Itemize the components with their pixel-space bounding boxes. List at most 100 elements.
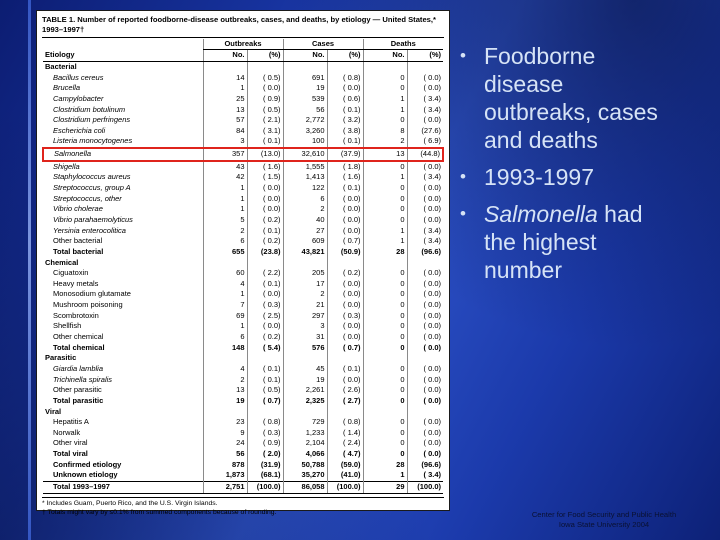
value-cell: ( 0.5) [246,72,283,84]
etiology-cell: Norwalk [53,427,81,437]
table-row: Ciguatoxin 60( 2.2) 205( 0.2) 0( 0.0) [43,268,443,279]
table-row: Other parasitic 13( 0.5) 2,261( 2.6) 0( 0.0… [43,385,443,396]
value-cell: ( 0.0) [406,300,443,311]
value-cell: 357 [202,147,247,162]
value-cell: 297 [282,310,327,322]
value-cell: ( 0.0) [326,204,363,215]
value-cell: 43 [202,160,247,173]
value-cell: ( 0.8) [326,417,363,428]
value-cell: 100 [282,136,327,149]
value-cell: ( 0.0) [406,83,443,94]
value-cell: 655 [202,246,247,258]
value-cell [246,406,283,418]
value-cell: 1,413 [282,172,327,184]
table-row: Campylobacter 25( 0.9) 539( 0.6) 1( 3.4) [43,93,443,105]
value-cell: 0 [362,183,407,194]
value-cell: ( 0.0) [246,321,283,333]
value-cell: ( 0.2) [246,236,283,247]
value-cell [326,406,363,418]
value-cell: ( 3.2) [326,115,363,126]
value-cell: 50,788 [282,459,327,471]
table-row: Other bacterial 6( 0.2) 609( 0.7) 1( 3.4) [43,236,443,247]
etiology-cell: Ciguatoxin [53,268,89,278]
value-cell: ( 2.5) [246,310,283,322]
value-cell: 8 [362,125,407,137]
value-cell: 576 [282,342,327,354]
value-cell: ( 0.0) [246,193,283,205]
value-cell: 3,260 [282,125,327,137]
value-cell: (59.0) [326,459,363,471]
column-group-header: Cases [282,38,363,51]
etiology-cell: Staphylococcus aureus [53,172,131,182]
value-cell: ( 0.0) [326,214,363,226]
left-accent-line [28,0,31,540]
value-cell: ( 0.0) [246,183,283,194]
bullet-item: • Foodborne disease outbreaks, cases and… [460,42,696,154]
value-cell: ( 0.0) [326,374,363,386]
etiology-cell: Total 1993–1997 [43,480,203,494]
value-cell: ( 5.4) [246,342,283,354]
value-cell: ( 1.4) [326,427,363,439]
value-cell: 1 [202,183,247,194]
value-cell: ( 0.0) [406,363,443,375]
table-row: Monosodium glutamate 1( 0.0) 2( 0.0) 0( 0.0… [43,289,443,301]
value-cell: 0 [362,310,407,322]
value-cell: ( 0.0) [326,193,363,205]
value-cell: 1 [202,321,247,333]
etiology-cell: Hepatitis A [53,417,89,427]
value-cell: ( 0.3) [246,300,283,311]
table-row: Brucella 1( 0.0) 19( 0.0) 0( 0.0) [43,83,443,94]
value-cell: ( 2.2) [246,268,283,279]
value-cell: 2 [282,204,327,215]
etiology-cell: Campylobacter [53,93,104,103]
value-cell: (44.8) [406,147,444,162]
credit-line-1: Center for Food Security and Public Heal… [531,509,677,519]
table-panel: TABLE 1. Number of reported foodborne-di… [36,10,450,516]
column-header: Etiology [43,49,203,62]
value-cell: 729 [282,417,327,428]
etiology-cell: Other bacterial [53,236,103,246]
value-cell: 2,772 [282,115,327,126]
value-cell: 69 [202,310,247,322]
value-cell [282,61,327,73]
etiology-table: Outbreaks Cases Deaths Etiology No. (%) No. (%)… [42,38,444,494]
value-cell: ( 0.1) [246,225,283,237]
bullet-icon: • [460,204,466,224]
table-row: Bacterial [43,61,443,73]
footnote: † Totals might vary by ≤0.1% from summed… [42,508,277,516]
value-cell: ( 0.0) [406,385,443,396]
value-cell [202,406,247,418]
value-cell: 0 [362,83,407,94]
value-cell: (27.6) [406,125,443,137]
value-cell [282,257,327,269]
bullet-text: Foodborne disease outbreaks, cases and d… [484,43,658,154]
table-row: Trichinella spiralis 2( 0.1) 19( 0.0) 0( 0.… [43,374,443,386]
table-row: Confirmed etiology 878 (31.9) 50,788 (59.0) 2… [43,459,443,471]
value-cell: 148 [202,342,247,354]
value-cell [362,353,407,364]
table-row: Total 1993–1997 2,751 (100.0) 86,058 (100.0)… [43,480,443,494]
table-row: Clostridium perfringens 57( 2.1) 2,772( 3.… [43,115,443,126]
etiology-cell: Other viral [53,438,88,448]
value-cell: 13 [202,104,247,116]
value-cell: 2 [282,289,327,301]
bullet-text: Salmonella had the highest number [484,201,643,284]
table-row: Heavy metals 4( 0.1) 17( 0.0) 0( 0.0) [43,278,443,290]
value-cell: ( 0.0) [406,427,443,439]
value-cell: ( 0.7) [326,236,363,247]
value-cell [406,353,443,364]
value-cell: 0 [362,395,407,407]
value-cell: 1 [362,93,407,105]
table-row: Total chemical 148( 5.4) 576( 0.7) 0( 0.0) [43,342,443,354]
value-cell: ( 0.3) [326,310,363,322]
etiology-cell: Viral [45,406,62,416]
column-group-header: Outbreaks [202,38,283,51]
credit-line-2: Iowa State University 2004 [558,520,650,530]
value-cell: (13.0) [246,147,283,162]
value-cell: 0 [362,115,407,126]
value-cell: ( 0.9) [246,438,283,450]
value-cell [326,257,363,269]
value-cell: 0 [362,204,407,215]
etiology-cell: Shellfish [53,321,82,331]
